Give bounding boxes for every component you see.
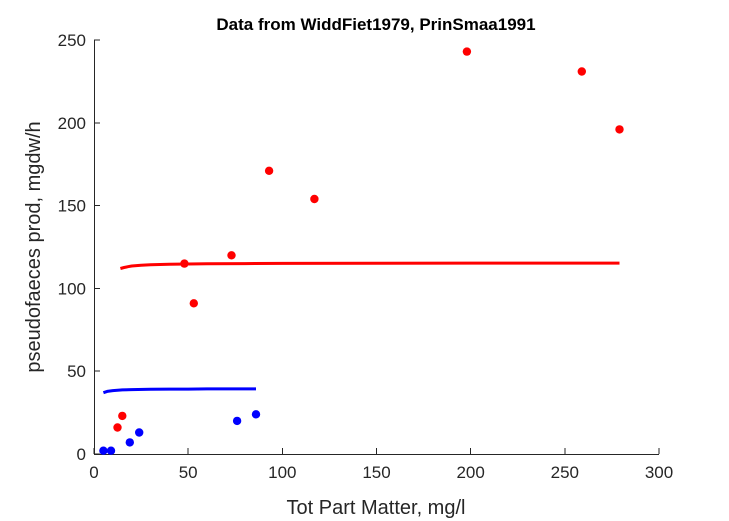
y-tick-label: 150 xyxy=(58,197,86,216)
blue-data-point xyxy=(251,410,261,419)
red-data-point xyxy=(577,67,586,76)
red-data-point xyxy=(189,299,198,308)
blue-fit-line xyxy=(102,387,256,395)
red-data-point xyxy=(227,251,236,260)
x-tick-label: 150 xyxy=(362,463,390,482)
axes xyxy=(94,40,659,455)
red-data-point xyxy=(264,166,274,175)
y-tick-label: 250 xyxy=(58,31,86,50)
y-tick-label: 100 xyxy=(58,279,86,298)
red-data-point xyxy=(180,259,189,268)
red-data-point xyxy=(113,423,122,432)
red-data-point xyxy=(615,125,624,134)
x-tick-label: 200 xyxy=(456,463,484,482)
y-axis-ticks: 0 50 100 150 200 250 xyxy=(58,31,100,464)
x-tick-label: 0 xyxy=(89,463,98,482)
red-fit-line xyxy=(120,261,620,270)
blue-data-point xyxy=(106,446,116,455)
x-axis-ticks: 0 50 100 150 200 250 300 xyxy=(89,448,673,482)
fit-lines xyxy=(102,261,620,395)
x-axis-label: Tot Part Matter, mg/l xyxy=(287,497,466,519)
x-tick-label: 50 xyxy=(179,463,198,482)
red-data-point xyxy=(118,411,127,421)
x-tick-label: 100 xyxy=(268,463,296,482)
x-tick-label: 300 xyxy=(645,463,673,482)
chart-title: Data from WiddFiet1979, PrinSmaa1991 xyxy=(216,15,535,34)
red-data-point xyxy=(310,194,319,204)
blue-data-point xyxy=(232,416,242,426)
y-tick-label: 200 xyxy=(58,114,86,133)
data-points xyxy=(99,47,624,455)
y-tick-label: 50 xyxy=(67,362,86,381)
red-data-point xyxy=(462,47,472,56)
x-tick-label: 250 xyxy=(551,463,579,482)
y-tick-label: 0 xyxy=(77,445,86,464)
blue-data-point xyxy=(125,438,134,447)
blue-data-point xyxy=(135,428,144,437)
y-axis-label: pseudofaeces prod, mgdw/h xyxy=(23,121,45,372)
blue-data-point xyxy=(99,446,108,455)
